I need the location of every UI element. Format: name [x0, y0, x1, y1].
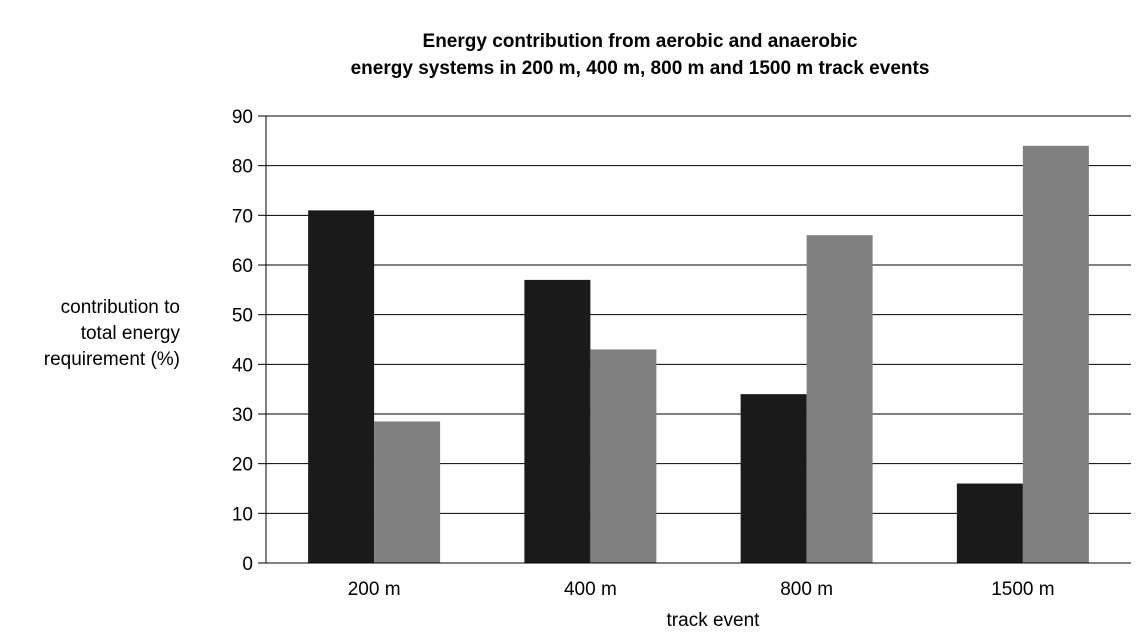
bars — [308, 145, 1089, 564]
y-tick-label: 80 — [232, 157, 253, 178]
x-tick-labels: 200 m 400 m 800 m 1500 m — [348, 579, 1055, 600]
chart-title-line-2: energy systems in 200 m, 400 m, 800 m an… — [351, 58, 930, 79]
y-axis-label-line-2: total energy — [81, 323, 181, 344]
y-tick-label: 90 — [232, 107, 253, 128]
y-tick-label: 60 — [232, 256, 253, 277]
bar-800m-series-1 — [740, 394, 807, 563]
y-tick-labels: 0 10 20 30 40 50 60 70 80 90 — [232, 107, 253, 575]
x-tick-label: 400 m — [564, 579, 617, 600]
bar-200m-series-1 — [308, 210, 375, 563]
y-tick-label: 40 — [232, 355, 253, 376]
x-tick-label: 1500 m — [991, 579, 1054, 600]
bar-1500m-series-2 — [1022, 145, 1089, 564]
bar-1500m-series-1 — [956, 483, 1023, 563]
y-tick-label: 20 — [232, 455, 253, 476]
axes — [258, 115, 1131, 564]
x-tick-label: 200 m — [348, 579, 401, 600]
chart-title-line-1: Energy contribution from aerobic and ana… — [423, 31, 858, 52]
y-axis-label-line-3: requirement (%) — [44, 349, 180, 370]
y-tick-label: 10 — [232, 504, 253, 525]
y-tick-label: 0 — [242, 554, 253, 575]
y-tick-label: 70 — [232, 206, 253, 227]
bar-400m-series-2 — [590, 349, 657, 563]
bar-200m-series-2 — [374, 421, 441, 563]
y-tick-label: 50 — [232, 306, 253, 327]
bar-800m-series-2 — [806, 235, 873, 563]
x-axis-label: track event — [667, 610, 761, 631]
bar-400m-series-1 — [524, 279, 591, 563]
y-axis-label-line-1: contribution to — [61, 297, 180, 318]
y-tick-label: 30 — [232, 405, 253, 426]
x-tick-label: 800 m — [780, 579, 833, 600]
